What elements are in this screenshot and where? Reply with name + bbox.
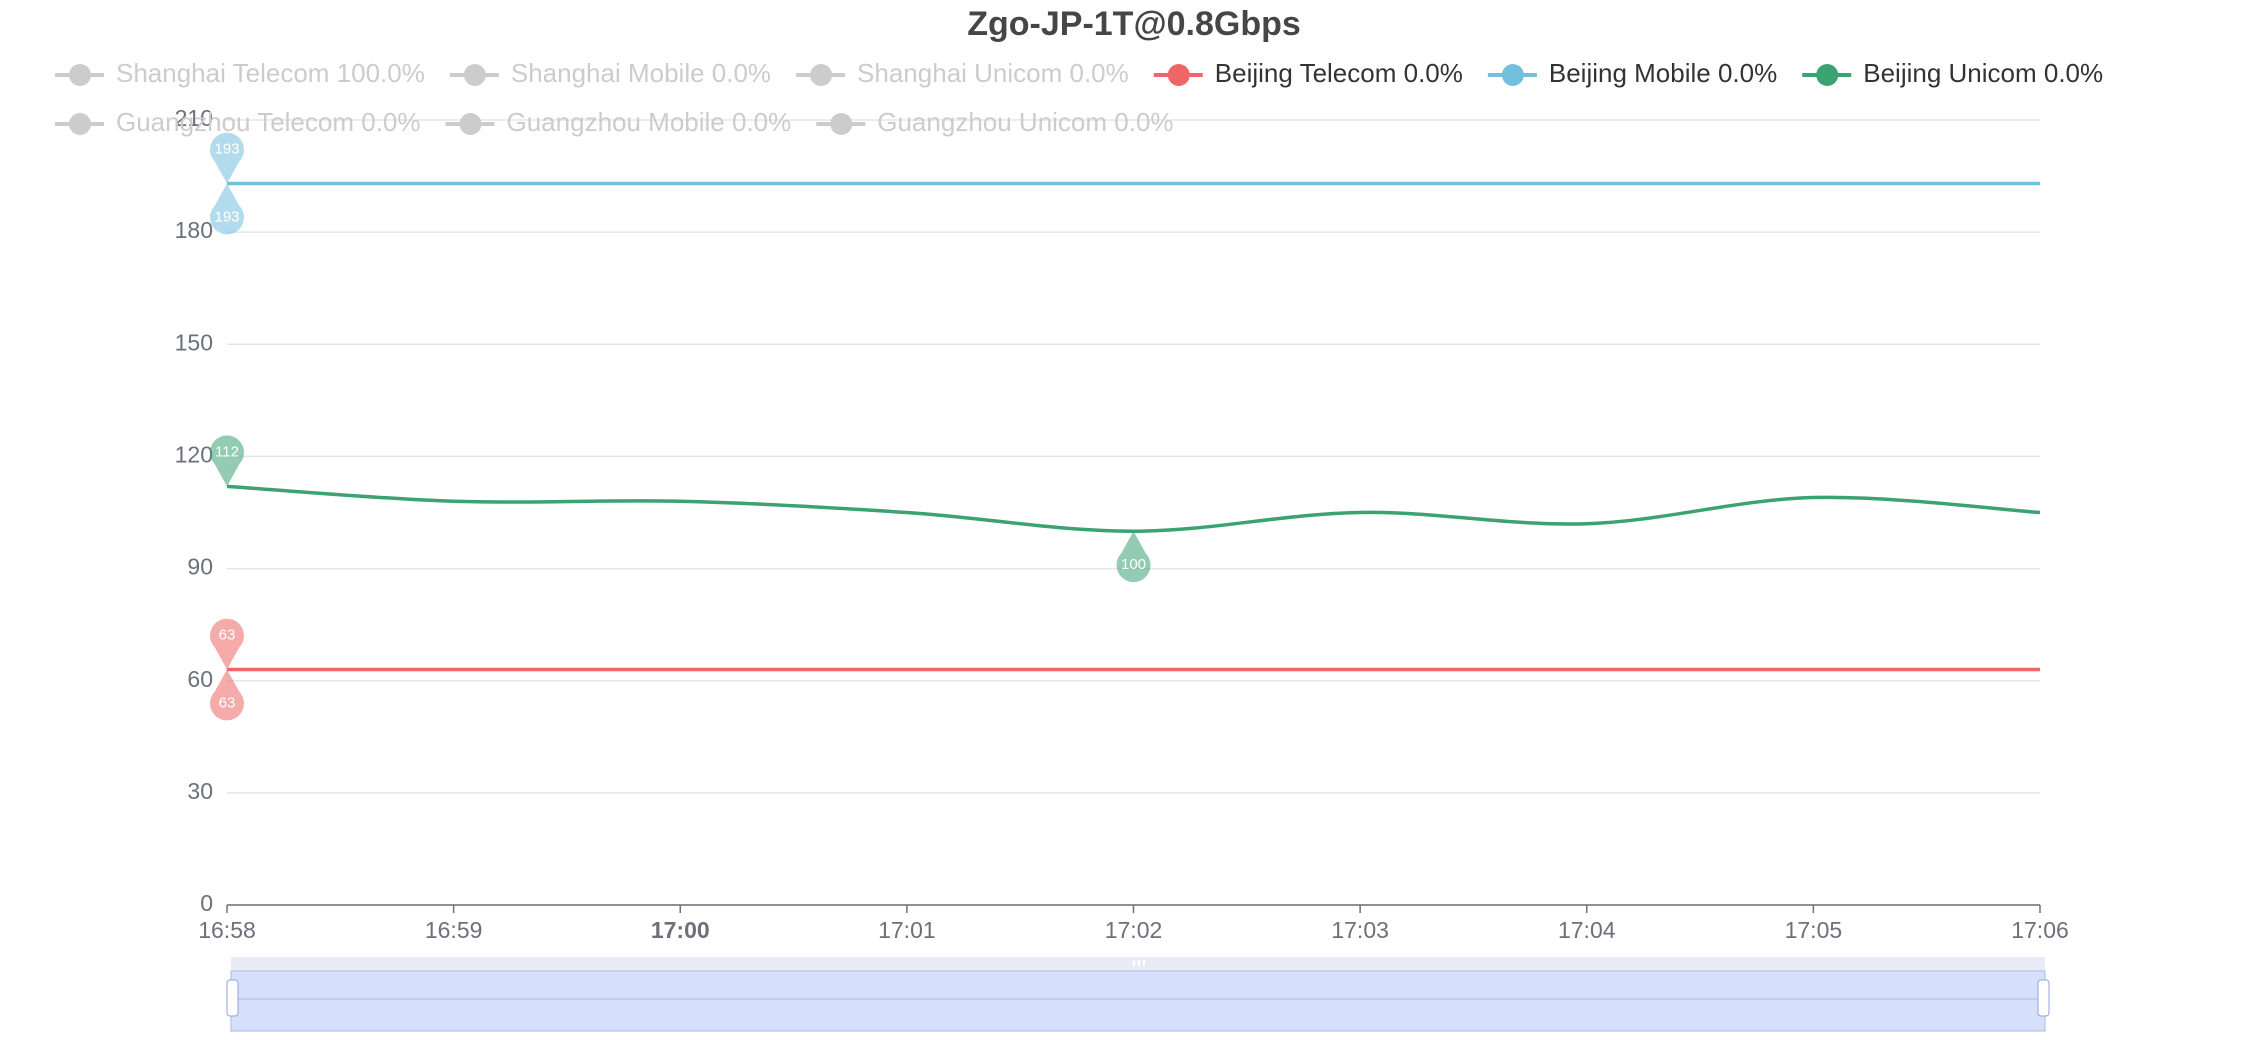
y-tick-label: 30 bbox=[187, 778, 213, 804]
x-tick-label: 17:02 bbox=[1105, 917, 1163, 943]
legend-label: Shanghai Unicom 0.0% bbox=[857, 58, 1129, 88]
legend-dot bbox=[1167, 64, 1190, 86]
x-tick-label: 16:59 bbox=[425, 917, 483, 943]
data-zoom[interactable] bbox=[226, 957, 2050, 1032]
legend-item[interactable]: Guangzhou Telecom 0.0% bbox=[55, 107, 421, 137]
y-tick-label: 60 bbox=[187, 666, 213, 692]
zoom-handle[interactable] bbox=[226, 979, 239, 1017]
legend-item[interactable]: Shanghai Telecom 100.0% bbox=[55, 58, 425, 88]
mark-pin bbox=[210, 435, 245, 487]
legend-dot bbox=[830, 113, 853, 135]
legend-label: Beijing Unicom 0.0% bbox=[1863, 58, 2103, 88]
legend-label: Guangzhou Unicom 0.0% bbox=[877, 107, 1173, 137]
legend-dot bbox=[459, 113, 482, 135]
legend-item[interactable]: Guangzhou Mobile 0.0% bbox=[445, 107, 792, 137]
legend-dot bbox=[1816, 64, 1839, 86]
mark-pin-label: 100 bbox=[1121, 556, 1146, 573]
x-tick-label: 17:00 bbox=[651, 917, 710, 943]
zoom-grip bbox=[1143, 960, 1145, 966]
mark-pin-label: 193 bbox=[214, 209, 239, 226]
x-tick-label: 17:01 bbox=[878, 917, 936, 943]
y-tick-label: 120 bbox=[175, 442, 213, 468]
legend-item[interactable]: Shanghai Mobile 0.0% bbox=[449, 58, 771, 88]
zoom-grip bbox=[1133, 960, 1135, 966]
mark-pin bbox=[1116, 531, 1151, 583]
legend-item[interactable]: Beijing Telecom 0.0% bbox=[1153, 58, 1463, 88]
mark-pin bbox=[210, 669, 245, 721]
x-tick-label: 17:03 bbox=[1331, 917, 1389, 943]
mark-pin-label: 193 bbox=[214, 141, 239, 158]
mark-pin-label: 63 bbox=[219, 694, 236, 711]
mark-pin-label: 112 bbox=[215, 443, 239, 460]
legend-label: Guangzhou Telecom 0.0% bbox=[116, 107, 421, 137]
chart-title: Zgo-JP-1T@0.8Gbps bbox=[967, 5, 1301, 43]
x-tick-label: 17:04 bbox=[1558, 917, 1616, 943]
x-tick-label: 16:58 bbox=[198, 917, 256, 943]
zoom-grip bbox=[1138, 960, 1140, 966]
zoom-handle[interactable] bbox=[2037, 979, 2050, 1017]
legend-label: Shanghai Telecom 100.0% bbox=[116, 58, 425, 88]
legend-label: Beijing Mobile 0.0% bbox=[1549, 58, 1777, 88]
legend-item[interactable]: Guangzhou Unicom 0.0% bbox=[816, 107, 1174, 137]
y-tick-label: 0 bbox=[200, 890, 213, 916]
legend-label: Guangzhou Mobile 0.0% bbox=[507, 107, 792, 137]
legend-dot bbox=[69, 113, 91, 135]
legend-dot bbox=[810, 64, 833, 86]
legend-dot bbox=[1501, 64, 1524, 86]
mark-pin-label: 63 bbox=[219, 626, 236, 643]
legend-item[interactable]: Beijing Unicom 0.0% bbox=[1802, 58, 2103, 88]
legend-item[interactable]: Shanghai Unicom 0.0% bbox=[796, 58, 1129, 88]
x-tick-label: 17:06 bbox=[2011, 917, 2069, 943]
legend: Shanghai Telecom 100.0% Shanghai Mobile 0… bbox=[55, 58, 2103, 137]
legend-label: Beijing Telecom 0.0% bbox=[1215, 58, 1463, 88]
legend-item[interactable]: Beijing Mobile 0.0% bbox=[1487, 58, 1777, 88]
legend-dot bbox=[463, 64, 486, 86]
x-tick-label: 17:05 bbox=[1785, 917, 1843, 943]
y-tick-label: 150 bbox=[175, 329, 213, 355]
y-tick-label: 90 bbox=[187, 554, 213, 580]
series-line bbox=[226, 484, 2041, 533]
zoom-selection bbox=[230, 970, 2046, 1032]
mark-pin bbox=[210, 618, 245, 670]
y-tick-label: 210 bbox=[175, 105, 213, 131]
y-tick-label: 180 bbox=[175, 217, 213, 243]
legend-label: Shanghai Mobile 0.0% bbox=[511, 58, 771, 88]
mark-pin bbox=[210, 132, 245, 184]
legend-dot bbox=[69, 64, 91, 86]
mark-pin bbox=[210, 183, 245, 235]
